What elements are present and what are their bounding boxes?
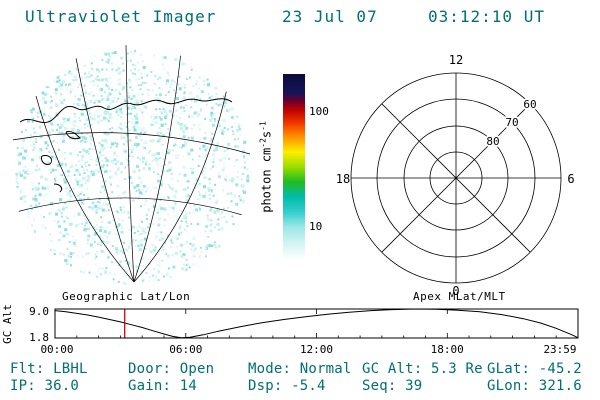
app-title: Ultraviolet Imager: [25, 7, 217, 26]
status-glat: GLat: -45.2: [487, 361, 582, 377]
status-seq: Seq: 39: [362, 378, 423, 394]
strip-ymax: 9.0: [29, 305, 49, 318]
mlt-label-6: 6: [567, 172, 574, 186]
status-glon: GLon: 321.6: [487, 378, 582, 394]
globe-caption: Geographic Lat/Lon: [62, 290, 191, 303]
status-gain: Gain: 14: [128, 378, 198, 394]
colorbar-tick-10: 10: [309, 220, 323, 233]
time-tick-2359: 23:59: [543, 343, 576, 356]
strip-ylabel: GC Alt: [1, 304, 14, 344]
colorbar: [283, 74, 305, 260]
colorbar-gradient: [283, 74, 305, 260]
status-mode: Mode: Normal: [248, 361, 352, 377]
coastlines: [19, 98, 233, 193]
time-tick-0600: 06:00: [169, 343, 202, 356]
time-tick-0000: 00:00: [40, 343, 73, 356]
time-tick-1200: 12:00: [300, 343, 333, 356]
status-filter: Flt: LBHL: [10, 361, 88, 377]
colorbar-units-label: photon cm-2s-1: [259, 121, 274, 213]
mlat-ring-60: 60: [523, 98, 536, 111]
strip-axis-ticks: [54, 309, 579, 338]
status-ip: IP: 36.0: [10, 378, 80, 394]
gc-alt-curve: [54, 308, 578, 339]
mlt-label-12: 12: [449, 53, 463, 67]
unit-exponent: -1: [258, 121, 268, 131]
mlat-ring-70: 70: [505, 116, 518, 129]
time-tick-1800: 18:00: [431, 343, 464, 356]
mlt-label-0: 0: [452, 284, 459, 298]
mlt-label-18: 18: [336, 172, 350, 186]
unit-prefix: photon cm: [259, 147, 274, 213]
strip-ymin: 1.8: [29, 331, 49, 344]
status-door: Door: Open: [128, 361, 215, 377]
gc-alt-strip-chart: GC Alt 9.0 1.8 00:00 06:00 12:00 18:00 2…: [1, 304, 579, 356]
globe-image: [11, 45, 251, 285]
header-date: 23 Jul 07: [282, 7, 378, 26]
status-gc-alt: GC Alt: 5.3 Re: [362, 361, 483, 377]
unit-exponent: -2: [258, 138, 268, 148]
polar-plot: 12 18 6 0 60 70 80: [336, 53, 575, 298]
polar-grid-spokes: [351, 73, 561, 283]
status-dsp: Dsp: -5.4: [248, 378, 326, 394]
colorbar-tick-100: 100: [309, 105, 329, 118]
header-time: 03:12:10 UT: [428, 7, 545, 26]
mlat-ring-80: 80: [486, 135, 499, 148]
unit-mid: s: [259, 130, 274, 139]
airglow-speckles: [15, 50, 250, 285]
polar-caption: Apex MLat/MLT: [413, 290, 506, 303]
